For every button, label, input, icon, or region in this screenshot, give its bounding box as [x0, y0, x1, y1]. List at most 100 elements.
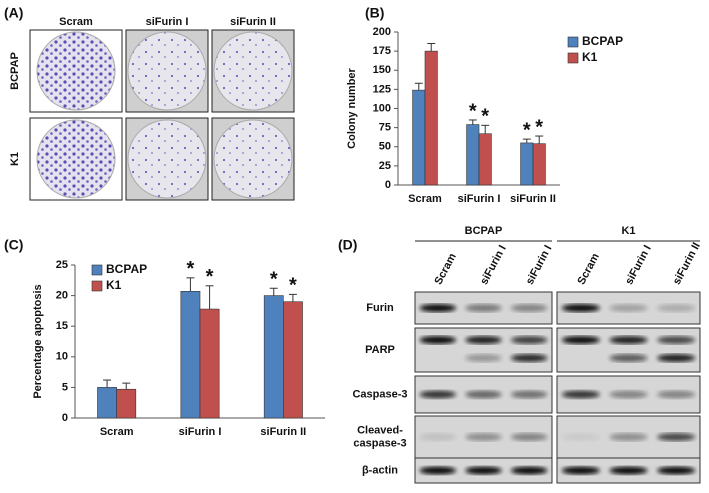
blot-band	[465, 336, 502, 344]
lane-label: siFurin II	[671, 241, 703, 287]
row-label: caspase-3	[353, 437, 406, 449]
blot-band	[419, 390, 457, 399]
plate	[213, 119, 293, 199]
row-label: β-actin	[362, 464, 398, 476]
y-tick-label: 10	[56, 351, 68, 363]
bar	[283, 301, 303, 419]
panel-label: (C)	[4, 237, 23, 253]
row-label: Caspase-3	[352, 388, 407, 400]
column-label: siFurin II	[230, 16, 276, 28]
group-label: K1	[621, 225, 635, 237]
significance-marker: *	[481, 106, 489, 128]
y-tick-label: 150	[373, 64, 391, 76]
blot-band	[510, 433, 548, 441]
legend-label: K1	[106, 278, 122, 292]
legend-swatch	[567, 36, 579, 48]
significance-marker: *	[289, 275, 297, 297]
blot-band	[510, 336, 548, 344]
y-axis-label: Colony number	[346, 67, 358, 148]
significance-marker: *	[535, 116, 543, 138]
blot-band	[561, 466, 600, 475]
blot-panel	[414, 327, 553, 373]
blot-band	[657, 354, 696, 362]
significance-marker: *	[187, 258, 195, 280]
blot-band	[419, 466, 457, 475]
plate	[36, 119, 116, 199]
group-label: BCPAP	[465, 225, 503, 237]
blot-band	[657, 433, 696, 441]
y-tick-label: 0	[62, 412, 68, 424]
blot-band	[465, 354, 502, 362]
bar	[97, 387, 117, 419]
blot-band	[609, 336, 648, 344]
blot-band	[510, 304, 548, 312]
x-tick-label: siFurin I	[458, 193, 501, 205]
lane-label: siFurin I	[478, 243, 509, 286]
y-tick-label: 0	[385, 179, 391, 191]
panel-label: (B)	[365, 5, 384, 21]
blot-band	[561, 304, 600, 312]
blot-band	[657, 304, 696, 312]
legend-label: K1	[582, 50, 598, 64]
y-tick-label: 175	[373, 45, 391, 57]
y-tick-label: 75	[379, 122, 391, 134]
bar	[532, 143, 546, 186]
lane-label: Scram	[575, 251, 601, 287]
row-label: Cleaved-	[357, 424, 403, 436]
blot-band	[657, 466, 696, 475]
y-tick-label: 25	[379, 160, 391, 172]
lane-label: Scram	[432, 251, 458, 287]
significance-marker: *	[206, 266, 214, 288]
colony-plates: Scram siFurin I siFurin II BCPAP K1	[9, 16, 295, 201]
blot-band	[510, 390, 548, 399]
blot-band	[419, 433, 457, 441]
bar	[199, 308, 220, 419]
row-label: K1	[9, 152, 21, 166]
blot-band	[609, 466, 648, 475]
row-label: Furin	[366, 302, 394, 314]
blot-band	[561, 336, 600, 344]
x-tick-label: siFurin II	[260, 426, 306, 438]
significance-marker: *	[523, 119, 531, 141]
bar	[466, 124, 480, 186]
y-tick-label: 5	[62, 381, 68, 393]
bar	[116, 388, 137, 419]
plate	[127, 119, 207, 199]
y-axis-label: Percentage apoptosis	[32, 284, 44, 398]
y-tick-label: 50	[379, 141, 391, 153]
blot-band	[609, 304, 648, 312]
bar	[520, 142, 534, 186]
legend-swatch	[567, 52, 579, 64]
western-blot: BCPAP Scram siFurin I siFurin I K1 Scram siFur…	[352, 225, 703, 484]
blot-band	[561, 390, 600, 399]
lane-label: siFurin I	[524, 243, 555, 286]
blot-band	[465, 466, 502, 475]
y-tick-label: 125	[373, 83, 391, 95]
plate	[127, 31, 207, 111]
blot-band	[657, 336, 696, 344]
blot-band	[609, 390, 648, 399]
column-label: Scram	[59, 16, 93, 28]
y-tick-label: 200	[373, 26, 391, 38]
y-tick-label: 25	[56, 259, 68, 271]
plate	[36, 31, 116, 111]
x-tick-label: Scram	[408, 193, 442, 205]
legend-swatch	[91, 280, 103, 292]
y-tick-label: 15	[56, 320, 68, 332]
blot-band	[465, 390, 502, 399]
row-label: BCPAP	[9, 52, 21, 90]
significance-marker: *	[469, 100, 477, 122]
y-tick-label: 20	[56, 290, 68, 302]
bar	[263, 295, 284, 419]
blot-band	[609, 354, 648, 362]
x-tick-label: Scram	[100, 426, 134, 438]
x-tick-label: siFurin II	[510, 193, 556, 205]
panel-label: (A)	[4, 5, 23, 21]
panel-label: (D)	[338, 237, 357, 253]
legend-swatch	[91, 264, 103, 276]
legend-label: BCPAP	[582, 34, 623, 48]
blot-band	[465, 433, 502, 441]
y-tick-label: 100	[373, 102, 391, 114]
blot-band	[419, 304, 457, 312]
bar	[478, 133, 492, 186]
